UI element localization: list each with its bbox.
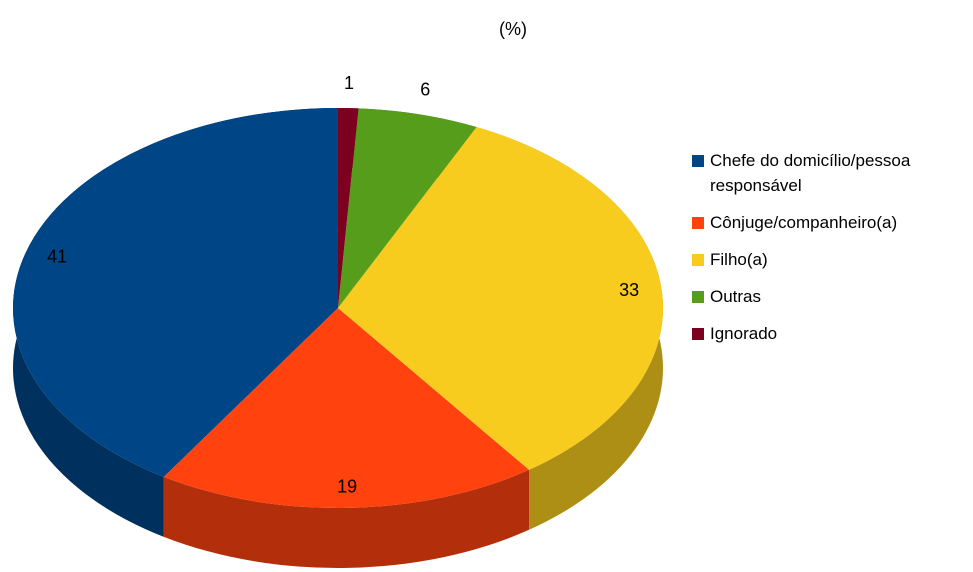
- legend-item: Ignorado: [692, 321, 973, 346]
- legend-swatch: [692, 155, 704, 167]
- legend-label: Outras: [710, 287, 762, 306]
- legend-item: Chefe do domicílio/pessoa responsável: [692, 148, 973, 198]
- legend-label: Cônjuge/companheiro(a): [710, 213, 898, 232]
- legend-item: Filho(a): [692, 247, 973, 272]
- tops: [13, 108, 663, 508]
- legend-swatch: [692, 217, 704, 229]
- slice-side: [163, 469, 530, 568]
- legend-item: Outras: [692, 284, 973, 309]
- legend-swatch: [692, 291, 704, 303]
- legend-swatch: [692, 328, 704, 340]
- data-label: 6: [420, 80, 430, 100]
- chart-title: (%): [499, 19, 527, 39]
- data-label: 1: [344, 73, 354, 93]
- legend-swatch: [692, 254, 704, 266]
- data-label: 19: [337, 477, 357, 497]
- legend-label: Chefe do domicílio/pessoa responsável: [710, 151, 911, 195]
- data-label: 41: [47, 247, 67, 267]
- data-label: 33: [619, 280, 639, 300]
- legend-item: Cônjuge/companheiro(a): [692, 210, 973, 235]
- legend: Chefe do domicílio/pessoa responsável Côn…: [692, 148, 973, 358]
- slice: [13, 108, 338, 477]
- legend-label: Ignorado: [710, 324, 778, 343]
- legend-label: Filho(a): [710, 250, 768, 269]
- slice: [338, 127, 663, 470]
- slice: [338, 108, 359, 308]
- slice: [338, 108, 477, 308]
- slice: [163, 308, 530, 508]
